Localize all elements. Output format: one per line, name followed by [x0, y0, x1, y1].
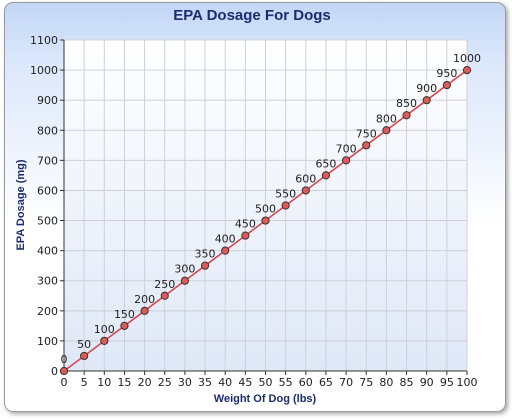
y-tick-label: 1000	[30, 64, 58, 77]
x-tick-label: 70	[339, 376, 353, 389]
y-tick-label: 300	[37, 275, 58, 288]
data-label: 550	[275, 188, 296, 201]
data-point	[402, 111, 411, 120]
chart-title: EPA Dosage For Dogs	[173, 7, 331, 24]
data-point	[321, 171, 331, 180]
data-label: 700	[336, 142, 357, 155]
x-tick-label: 65	[319, 376, 333, 389]
data-point	[261, 216, 270, 225]
data-label: 400	[215, 233, 236, 246]
data-labels: 0501001502002503003504004505005506006507…	[61, 52, 482, 366]
y-tick-label: 400	[37, 245, 58, 258]
data-label: 100	[94, 323, 115, 336]
x-tick-label: 10	[97, 376, 111, 389]
x-tick-label: 40	[218, 376, 232, 389]
data-point	[301, 186, 310, 195]
x-tick-label: 35	[198, 376, 212, 389]
y-tick-label: 500	[37, 215, 58, 228]
y-tick-label: 100	[37, 335, 58, 348]
data-point	[362, 141, 371, 150]
data-point	[160, 291, 169, 300]
x-tick-label: 55	[279, 376, 293, 389]
x-tick-label: 15	[117, 376, 131, 389]
x-tick-label: 90	[420, 376, 434, 389]
y-axis-ticks: 0 100 200 300 400 500 600 700 800 900 1000 1100	[30, 34, 64, 378]
data-label: 0	[61, 353, 68, 366]
y-tick-label: 700	[37, 154, 58, 167]
x-tick-label: 45	[238, 376, 252, 389]
data-label: 650	[315, 157, 336, 170]
x-tick-label: 80	[379, 376, 393, 389]
x-tick-label: 60	[299, 376, 313, 389]
data-label: 450	[235, 218, 256, 231]
y-tick-label: 200	[37, 305, 58, 318]
y-tick-label: 800	[37, 124, 58, 137]
x-tick-label: 30	[178, 376, 192, 389]
y-tick-label: 900	[37, 94, 58, 107]
data-point	[382, 126, 391, 135]
grid-lines	[63, 39, 468, 372]
data-point	[281, 201, 290, 210]
x-tick-label: 25	[158, 376, 172, 389]
y-axis-label: EPA Dosage (mg)	[15, 159, 27, 250]
data-label: 50	[77, 338, 91, 351]
data-label: 200	[134, 293, 155, 306]
data-point	[442, 81, 451, 90]
data-label: 500	[255, 203, 276, 216]
x-tick-label: 5	[81, 376, 88, 389]
x-tick-label: 50	[259, 376, 273, 389]
data-point	[140, 306, 149, 315]
data-label: 750	[356, 127, 377, 140]
data-point	[422, 96, 431, 105]
data-point	[100, 336, 109, 346]
data-point	[200, 261, 210, 270]
x-tick-label: 85	[400, 376, 414, 389]
data-label: 350	[195, 248, 216, 261]
data-label: 800	[376, 112, 397, 125]
x-tick-label: 100	[457, 376, 478, 389]
data-point	[80, 351, 89, 361]
x-axis-label: Weight Of Dog (lbs)	[214, 393, 317, 405]
data-label: 600	[295, 172, 316, 185]
data-point	[59, 366, 69, 376]
x-tick-label: 0	[61, 376, 68, 389]
data-point	[241, 231, 250, 240]
data-point	[462, 65, 472, 75]
data-label: 900	[416, 82, 437, 95]
y-tick-label: 0	[51, 365, 58, 378]
data-label: 950	[436, 67, 457, 80]
data-label: 850	[396, 97, 417, 110]
x-axis-ticks: 0 5 10 15 20 25 30 35 40 45 50 55 60 65 70 75 80 85 90 95 10…	[61, 371, 478, 389]
y-tick-label: 600	[37, 184, 58, 197]
series	[59, 65, 472, 376]
x-tick-label: 95	[440, 376, 454, 389]
data-point	[342, 156, 351, 165]
data-point	[180, 276, 189, 285]
data-label: 250	[154, 278, 175, 291]
data-label: 150	[114, 308, 135, 321]
y-tick-label: 1100	[30, 34, 58, 47]
x-tick-label: 75	[359, 376, 373, 389]
x-tick-label: 20	[138, 376, 152, 389]
data-label: 300	[174, 263, 195, 276]
data-point	[221, 246, 230, 255]
data-point	[120, 321, 129, 330]
data-label: 1000	[453, 52, 481, 65]
